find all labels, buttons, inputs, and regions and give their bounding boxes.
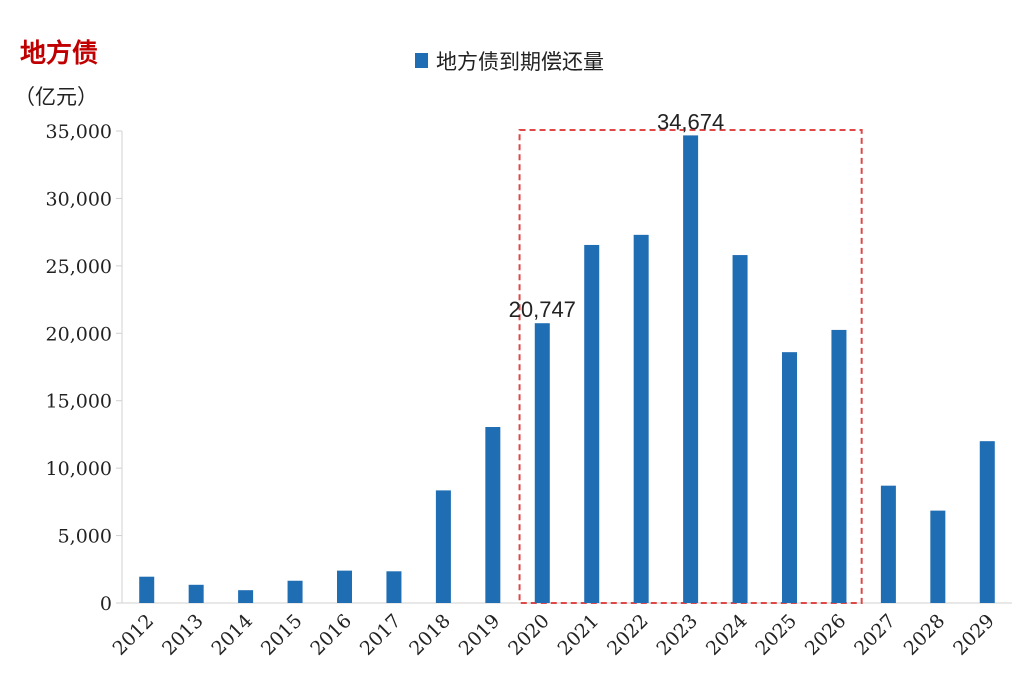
bar-2022 — [633, 234, 649, 603]
bar-2027 — [880, 485, 896, 603]
x-tick-label: 2028 — [900, 610, 950, 660]
bar-2026 — [831, 329, 847, 603]
bars — [139, 135, 995, 603]
highlight-box — [518, 129, 863, 604]
y-tick-label: 35,000 — [46, 121, 112, 143]
x-tick-label: 2018 — [405, 610, 455, 660]
x-tick-label: 2027 — [850, 610, 900, 660]
x-tick-label: 2013 — [158, 610, 208, 660]
bar-2014 — [238, 590, 254, 603]
y-axis: 0 5,000 10,000 15,000 20,000 25,000 30,000 35,0… — [46, 121, 123, 615]
x-tick-label: 2016 — [306, 610, 356, 660]
y-tick-label: 20,000 — [46, 323, 112, 345]
x-tick-label: 2025 — [751, 610, 801, 660]
x-tick-label: 2014 — [207, 610, 257, 660]
bar-2020 — [534, 323, 550, 603]
highlight-box-group — [518, 129, 863, 604]
x-tick-label: 2012 — [109, 610, 159, 660]
y-tick-label: 5,000 — [58, 526, 112, 548]
bar-2023 — [683, 135, 699, 603]
bar-2025 — [782, 352, 797, 603]
x-tick-label: 2022 — [603, 610, 653, 660]
bar-2017 — [386, 571, 402, 603]
x-tick-label: 2020 — [504, 610, 554, 660]
chart-title: 地方债 — [20, 38, 98, 69]
legend-label: 地方债到期偿还量 — [436, 50, 604, 74]
y-tick-label: 10,000 — [46, 458, 112, 480]
bar-2013 — [188, 584, 204, 603]
bar-2021 — [584, 244, 600, 603]
bar-2015 — [287, 580, 303, 603]
data-labels: 20,747 34,674 — [509, 109, 725, 322]
x-tick-label: 2029 — [949, 610, 999, 660]
y-tick-label: 30,000 — [46, 188, 112, 210]
bar-2016 — [337, 570, 352, 603]
bar-2018 — [435, 490, 451, 603]
data-label-2023: 34,674 — [657, 109, 724, 134]
x-tick-label: 2026 — [801, 610, 851, 660]
x-tick-label: 2024 — [702, 610, 752, 660]
bar-2012 — [139, 576, 155, 603]
bar-2028 — [930, 510, 946, 603]
x-tick-label: 2017 — [356, 610, 406, 660]
x-tick-label: 2015 — [257, 610, 307, 660]
y-tick-label: 0 — [100, 593, 112, 615]
legend: 地方债到期偿还量 — [415, 50, 604, 74]
x-tick-label: 2021 — [554, 610, 604, 660]
legend-swatch — [415, 53, 428, 68]
bar-2029 — [979, 441, 995, 603]
x-axis: 2012 2013 2014 2015 2016 2017 2018 2019 2020 2021… — [109, 602, 1012, 660]
bar-2019 — [485, 427, 501, 603]
data-label-2020: 20,747 — [509, 297, 576, 322]
unit-label: （亿元） — [14, 85, 98, 109]
bar-2024 — [732, 255, 748, 603]
y-tick-label: 15,000 — [46, 391, 112, 413]
y-tick-label: 25,000 — [46, 256, 112, 278]
x-tick-label: 2023 — [652, 610, 702, 660]
x-tick-label: 2019 — [455, 610, 505, 660]
